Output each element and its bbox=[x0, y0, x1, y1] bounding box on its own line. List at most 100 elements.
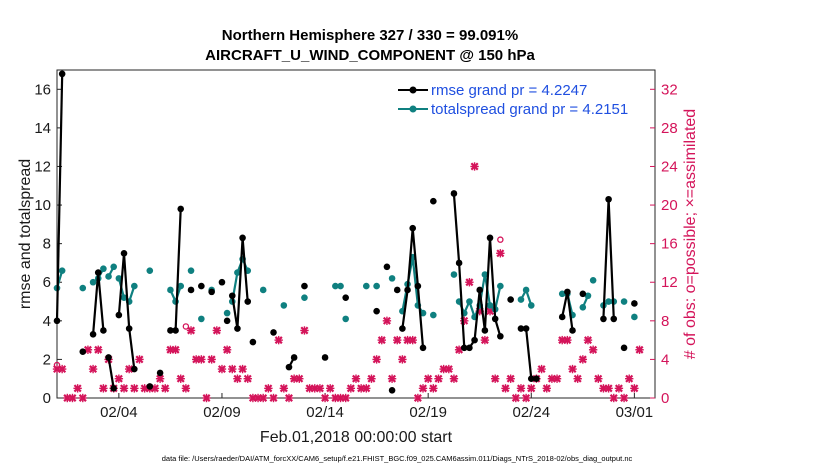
y-axis-right-label: # of obs: o=possible; ×=assimilated bbox=[682, 109, 699, 359]
spread-point bbox=[497, 282, 504, 290]
x-axis: 02/04 02/09 02/14 02/19 02/24 03/01 bbox=[100, 393, 653, 421]
rmse-line bbox=[452, 193, 502, 349]
obs-assimilated-marker bbox=[207, 355, 216, 364]
y-right-tick-label: 24 bbox=[661, 158, 678, 175]
rmse-point bbox=[115, 311, 123, 319]
spread-point bbox=[342, 315, 349, 323]
rmse-point bbox=[393, 286, 401, 294]
obs-assimilated-marker bbox=[413, 393, 423, 403]
obs-assimilated-marker bbox=[604, 384, 613, 393]
y-tick-label: 8 bbox=[43, 236, 51, 253]
legend-spread-label: totalspread grand pr = 4.2151 bbox=[431, 101, 628, 118]
data-file-note: data file: /Users/raeder/DAI/ATM_forcXX/… bbox=[162, 454, 633, 463]
rmse-point bbox=[600, 315, 607, 323]
obs-assimilated-marker bbox=[326, 384, 335, 393]
obs-assimilated-marker bbox=[496, 249, 505, 258]
rmse-point bbox=[198, 282, 205, 290]
rmse-point bbox=[342, 294, 349, 301]
obs-assimilated-marker bbox=[619, 393, 629, 403]
spread-point bbox=[167, 286, 174, 294]
rmse-point bbox=[218, 278, 226, 286]
plot-area bbox=[56, 69, 656, 399]
spread-point bbox=[187, 267, 195, 274]
rmse-line bbox=[107, 357, 115, 389]
obs-assimilated-marker bbox=[490, 374, 500, 383]
rmse-point bbox=[430, 197, 437, 205]
obs-assimilated-marker bbox=[460, 316, 469, 326]
rmse-point bbox=[569, 327, 576, 334]
obs-assimilated-marker bbox=[78, 393, 87, 403]
rmse-point bbox=[404, 286, 411, 294]
obs-assimilated-marker bbox=[465, 278, 474, 287]
obs-assimilated-marker bbox=[238, 364, 247, 374]
y-tick-label: 6 bbox=[43, 274, 51, 291]
spread-point bbox=[430, 311, 437, 319]
obs-assimilated-marker bbox=[315, 384, 325, 393]
x-tick-label: 02/14 bbox=[306, 404, 344, 421]
rmse-point bbox=[610, 315, 618, 323]
spread-point bbox=[517, 296, 525, 303]
rmse-point bbox=[471, 336, 478, 344]
rmse-point bbox=[481, 327, 489, 334]
spread-point bbox=[373, 282, 380, 290]
y-right-tick-label: 12 bbox=[661, 274, 678, 291]
rmse-point bbox=[234, 325, 241, 332]
obs-assimilated-marker bbox=[300, 326, 309, 335]
rmse-point bbox=[486, 234, 494, 242]
rmse-point bbox=[223, 317, 231, 325]
spread-point bbox=[100, 265, 107, 273]
y-tick-label: 0 bbox=[43, 390, 51, 407]
obs-assimilated-marker bbox=[228, 364, 237, 374]
rmse-point bbox=[507, 296, 514, 303]
rmse-point bbox=[321, 354, 329, 361]
spread-point bbox=[146, 267, 154, 274]
obs-assimilated-marker bbox=[449, 374, 459, 383]
y-tick-label: 4 bbox=[43, 313, 51, 330]
obs-assimilated-marker bbox=[284, 393, 294, 403]
rmse-point bbox=[564, 288, 571, 296]
obs-assimilated-marker bbox=[362, 384, 371, 393]
y-tick-label: 14 bbox=[34, 120, 51, 137]
rmse-point bbox=[290, 354, 298, 361]
obs-assimilated-marker bbox=[480, 335, 490, 345]
y-right-tick-label: 8 bbox=[661, 313, 669, 330]
obs-assimilated-marker bbox=[423, 374, 433, 383]
rmse-point bbox=[414, 282, 422, 290]
rmse-point bbox=[605, 195, 612, 203]
spread-point bbox=[280, 302, 288, 309]
rmse-point bbox=[450, 190, 458, 197]
rmse-point bbox=[125, 325, 133, 332]
rmse-point bbox=[419, 344, 427, 352]
obs-assimilated-marker bbox=[434, 374, 443, 383]
rmse-point bbox=[53, 317, 61, 325]
obs-assimilated-marker bbox=[583, 335, 593, 345]
obs-assimilated-marker bbox=[161, 384, 170, 393]
spread-point bbox=[223, 309, 231, 317]
y-axis-label: rmse and totalspread bbox=[17, 159, 34, 309]
spread-point bbox=[388, 275, 396, 282]
obs-assimilated-marker bbox=[243, 374, 252, 383]
rmse-point bbox=[58, 70, 66, 78]
spread-point bbox=[620, 298, 628, 305]
rmse-point bbox=[187, 286, 195, 294]
rmse-point bbox=[460, 344, 468, 352]
obs-assimilated-marker bbox=[625, 374, 634, 383]
obs-assimilated-marker bbox=[563, 335, 572, 345]
rmse-point bbox=[522, 325, 530, 332]
spread-point bbox=[198, 315, 205, 323]
y-tick-label: 12 bbox=[34, 158, 51, 175]
obs-assimilated-marker bbox=[351, 374, 361, 383]
obs-assimilated-marker bbox=[135, 355, 144, 364]
y-right-tick-label: 28 bbox=[661, 120, 678, 137]
legend: rmse grand pr = 4.2247 totalspread grand… bbox=[398, 82, 628, 118]
obs-assimilated-marker bbox=[511, 393, 521, 403]
legend-spread-marker bbox=[409, 105, 417, 113]
rmse-point bbox=[156, 369, 164, 377]
obs-count-layer bbox=[52, 162, 644, 403]
obs-assimilated-marker bbox=[614, 384, 624, 393]
obs-assimilated-marker bbox=[217, 364, 227, 374]
spread-point bbox=[58, 267, 66, 274]
y-tick-label: 10 bbox=[34, 197, 51, 214]
spread-point bbox=[522, 286, 530, 294]
chart-title-line2: AIRCRAFT_U_WIND_COMPONENT @ 150 hPa bbox=[205, 47, 535, 64]
